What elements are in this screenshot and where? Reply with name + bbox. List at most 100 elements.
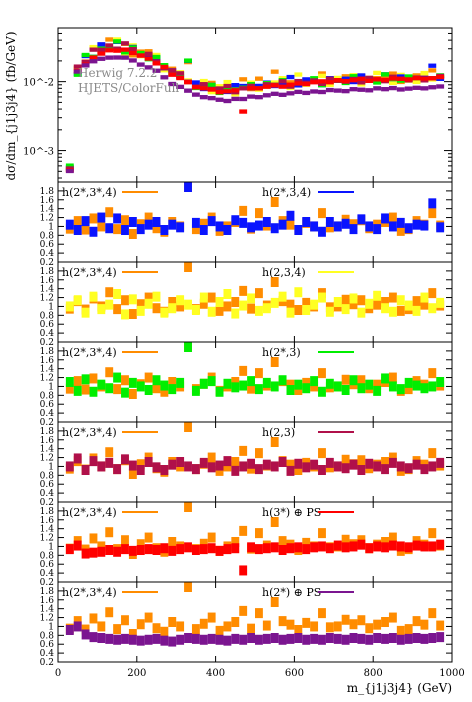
ratio-bar (333, 540, 342, 551)
main-bar (357, 87, 366, 92)
ratio-bar (207, 612, 216, 623)
ratio-bar (270, 223, 279, 234)
ratio-bar (144, 385, 153, 395)
main-bar (286, 80, 295, 85)
ratio-bar (404, 223, 413, 234)
ratio-bar (428, 448, 437, 459)
ratio-bar (270, 277, 279, 287)
ratio-bar (318, 608, 326, 619)
main-bar (168, 81, 177, 87)
x-tick-label: 200 (127, 668, 146, 679)
ratio-bar (262, 633, 271, 644)
main-bar (144, 65, 153, 70)
ratio-bar (270, 517, 279, 527)
ratio-bar (160, 543, 169, 554)
main-bar (286, 91, 295, 96)
main-bar (97, 56, 106, 61)
ratio-bar (325, 543, 334, 554)
ratio-bar (184, 299, 192, 310)
ratio-bar (199, 292, 208, 303)
ratio-bar (247, 383, 255, 394)
main-bar (152, 54, 161, 60)
ratio-bar (239, 365, 248, 376)
ratio-bar (428, 541, 437, 552)
main-bar (333, 88, 342, 93)
ratio-series (65, 539, 445, 576)
ratio-bar (302, 217, 311, 227)
ratio-bar (270, 357, 279, 367)
ratio-y-tick-label: 1 (48, 302, 54, 312)
main-bar (325, 76, 334, 81)
ratio-bar (286, 633, 295, 644)
ratio-bar (199, 544, 208, 555)
ratio-bar (310, 381, 319, 392)
ratio-bar (247, 293, 255, 304)
ratio-bar (404, 463, 413, 474)
ratio-bar (231, 543, 240, 554)
ratio-bar (215, 221, 224, 232)
main-bar (365, 75, 374, 81)
main-bar (207, 95, 216, 101)
ratio-bar (121, 387, 129, 398)
main-bar (255, 86, 263, 91)
ratio-panel-5: 0.20.40.60.811.21.41.61.8 h(2*,3*,4) h(3*)… (40, 501, 453, 588)
ratio-bar (105, 299, 114, 310)
main-bar (97, 42, 106, 47)
main-bar (152, 68, 161, 73)
ratio-y-tick-label: 1.8 (40, 587, 55, 597)
ratio-bar (73, 376, 82, 387)
ratio-bar (191, 224, 200, 235)
main-bar (128, 47, 137, 52)
ratio-bar (89, 456, 98, 467)
ratio-bar (121, 615, 129, 626)
ratio-bar (113, 304, 122, 315)
main-bar (247, 83, 255, 88)
ratio-bar (215, 460, 224, 471)
ratio-bar (341, 304, 350, 315)
legend-reference-label: h(2*,3*,4) (62, 186, 117, 199)
ratio-bar (404, 542, 413, 553)
ratio-bar (113, 372, 122, 383)
main-bar (128, 58, 137, 63)
ratio-bar (176, 222, 185, 233)
main-bar (176, 75, 185, 81)
ratio-bar (152, 375, 161, 386)
ratio-bar (207, 376, 216, 387)
ratio-bar (81, 548, 90, 559)
ratio-bar (286, 299, 295, 310)
ratio-series (65, 621, 445, 647)
main-bar (239, 96, 248, 102)
ratio-bar (223, 544, 232, 555)
main-bar (388, 76, 397, 81)
ratio-bar (207, 292, 216, 303)
ratio-bar (168, 537, 177, 547)
ratio-bar (255, 220, 263, 231)
ratio-bar (341, 534, 350, 545)
main-bar (349, 87, 358, 92)
ratio-bar (357, 295, 366, 306)
main-bar (341, 74, 350, 79)
ratio-bar (436, 620, 445, 631)
ratio-y-tick-label: 1.2 (40, 294, 54, 304)
main-bar (381, 72, 389, 77)
ratio-bar (420, 619, 429, 630)
ratio-bar (294, 625, 303, 635)
ratio-bar (215, 625, 224, 636)
ratio-bar (191, 217, 200, 228)
ratio-bar (89, 386, 98, 397)
main-y-tick-label: 10^-2 (23, 78, 54, 89)
ratio-y-tick-label: 0.4 (40, 329, 55, 339)
ratio-panel-3: 0.20.40.60.811.21.41.61.8 h(2*,3*,4) h(2*,… (40, 341, 453, 428)
main-bar (89, 55, 98, 60)
main-y-tick-label: 10^-3 (23, 147, 54, 158)
ratio-bar (136, 381, 145, 392)
ratio-bar (381, 303, 389, 314)
ratio-bar (223, 225, 232, 235)
main-bar (349, 74, 358, 79)
main-bar (144, 56, 153, 61)
ratio-bar (325, 378, 334, 389)
ratio-y-tick-label: 1.2 (40, 454, 54, 464)
ratio-bar (388, 612, 397, 623)
ratio-bar (105, 457, 114, 468)
ratio-y-tick-label: 1.8 (40, 427, 55, 437)
